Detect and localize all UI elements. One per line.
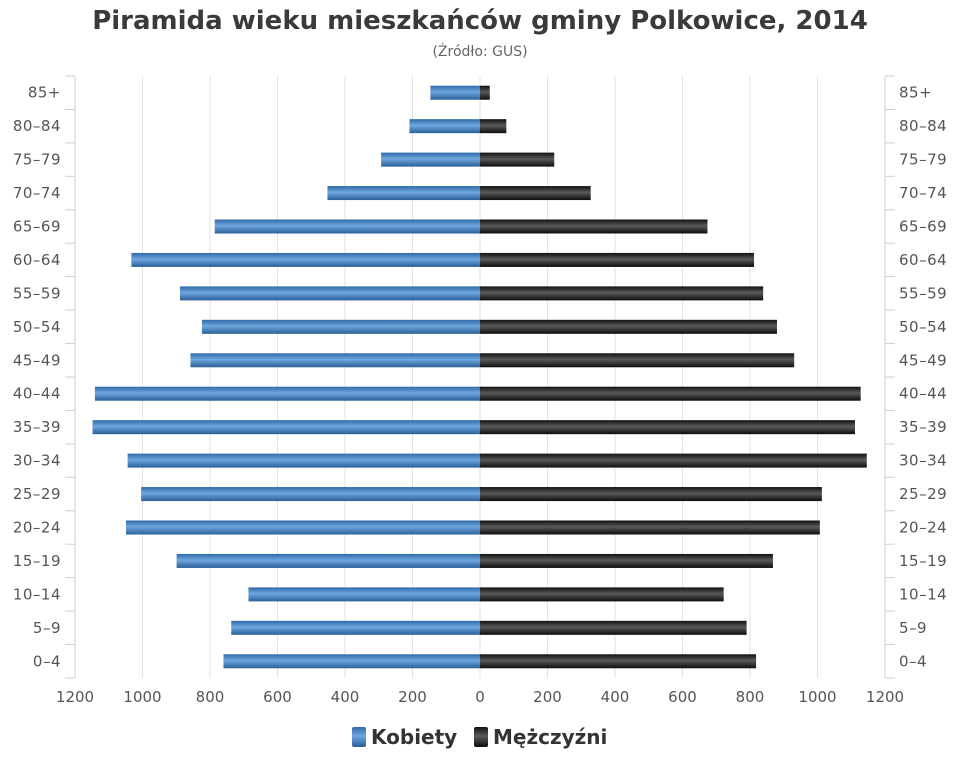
category-label-right: 75–79 [899, 151, 947, 169]
bar-kobiety [381, 152, 480, 167]
bar-mezczyzni [480, 152, 555, 167]
category-label-left: 80–84 [13, 117, 61, 135]
category-label-left: 55–59 [13, 284, 61, 302]
category-label-left: 0–4 [33, 652, 61, 670]
category-label-left: 70–74 [13, 184, 61, 202]
x-tick-label-right: 600 [668, 688, 697, 706]
category-label-right: 35–39 [899, 418, 947, 436]
category-label-right: 25–29 [899, 485, 947, 503]
category-label-right: 0–4 [899, 652, 927, 670]
x-tick-label-left: 200 [398, 688, 427, 706]
bar-mezczyzni [480, 85, 490, 100]
chart-title: Piramida wieku mieszkańców gminy Polkowi… [92, 6, 868, 36]
category-label-right: 80–84 [899, 117, 947, 135]
category-label-right: 40–44 [899, 385, 947, 403]
category-label-left: 45–49 [13, 351, 61, 369]
bar-kobiety [94, 386, 480, 401]
bar-mezczyzni [480, 520, 820, 535]
x-tick-label-right: 400 [601, 688, 630, 706]
bar-mezczyzni [480, 286, 764, 301]
bar-kobiety [430, 85, 480, 100]
bar-mezczyzni [480, 620, 747, 635]
x-tick-label-right: 1200 [866, 688, 904, 706]
legend-label-kobiety: Kobiety [371, 725, 457, 749]
bar-kobiety [141, 487, 480, 502]
category-label-right: 45–49 [899, 351, 947, 369]
category-label-right: 70–74 [899, 184, 947, 202]
category-label-left: 85+ [28, 84, 61, 102]
bar-kobiety [327, 186, 480, 201]
x-tick-label-left: 1200 [56, 688, 94, 706]
bar-mezczyzni [480, 252, 755, 267]
x-tick-label-left: 400 [331, 688, 360, 706]
category-label-left: 25–29 [13, 485, 61, 503]
x-tick-label-left: 600 [263, 688, 292, 706]
category-label-left: 15–19 [13, 552, 61, 570]
legend-label-mezczyzni: Mężczyźni [493, 725, 607, 749]
bar-kobiety [125, 520, 481, 535]
bar-kobiety [248, 587, 480, 602]
bar-mezczyzni [480, 453, 867, 468]
category-label-left: 20–24 [13, 519, 61, 537]
bar-kobiety [131, 252, 481, 267]
category-label-left: 30–34 [13, 452, 61, 470]
category-label-left: 35–39 [13, 418, 61, 436]
bar-mezczyzni [480, 186, 591, 201]
legend: Kobiety Mężczyźni [352, 725, 607, 749]
x-tick-label-right: 200 [533, 688, 562, 706]
legend-swatch-mezczyzni [474, 727, 488, 747]
bar-kobiety [214, 219, 480, 234]
category-label-right: 5–9 [899, 619, 927, 637]
labels: 1200 1000 800 600 400 200 0 200 400 600 800 1000 120… [13, 84, 947, 706]
category-label-left: 65–69 [13, 218, 61, 236]
bar-kobiety [127, 453, 481, 468]
bar-mezczyzni [480, 119, 507, 134]
bar-kobiety [409, 119, 480, 134]
category-label-right: 65–69 [899, 218, 947, 236]
bar-mezczyzni [480, 654, 757, 669]
category-label-left: 40–44 [13, 385, 61, 403]
bar-mezczyzni [480, 219, 708, 234]
bar-kobiety [231, 620, 480, 635]
bar-kobiety [190, 353, 481, 368]
bar-kobiety [179, 286, 480, 301]
category-label-left: 5–9 [33, 619, 61, 637]
category-label-right: 15–19 [899, 552, 947, 570]
bar-kobiety [201, 319, 480, 334]
bars [92, 85, 867, 669]
bar-mezczyzni [480, 553, 773, 568]
x-tick-label-left: 0 [475, 688, 485, 706]
category-label-right: 20–24 [899, 519, 947, 537]
bar-kobiety [223, 654, 480, 669]
bar-kobiety [92, 420, 481, 435]
bar-mezczyzni [480, 386, 861, 401]
x-tick-label-right: 800 [736, 688, 765, 706]
category-label-right: 50–54 [899, 318, 947, 336]
bar-mezczyzni [480, 319, 777, 334]
bar-mezczyzni [480, 587, 724, 602]
category-label-right: 30–34 [899, 452, 947, 470]
bar-mezczyzni [480, 487, 822, 502]
legend-swatch-kobiety [352, 727, 366, 747]
category-label-left: 75–79 [13, 151, 61, 169]
bar-mezczyzni [480, 420, 855, 435]
bar-mezczyzni [480, 353, 795, 368]
category-label-right: 10–14 [899, 585, 947, 603]
category-label-left: 60–64 [13, 251, 61, 269]
category-label-left: 10–14 [13, 585, 61, 603]
category-label-right: 55–59 [899, 284, 947, 302]
x-tick-label-left: 800 [196, 688, 225, 706]
category-label-right: 85+ [899, 84, 932, 102]
x-tick-label-left: 1000 [123, 688, 161, 706]
chart-subtitle: (Źródło: GUS) [432, 44, 528, 60]
category-label-left: 50–54 [13, 318, 61, 336]
category-label-right: 60–64 [899, 251, 947, 269]
x-tick-label-right: 1000 [798, 688, 836, 706]
bar-kobiety [176, 553, 480, 568]
axes [65, 75, 895, 679]
